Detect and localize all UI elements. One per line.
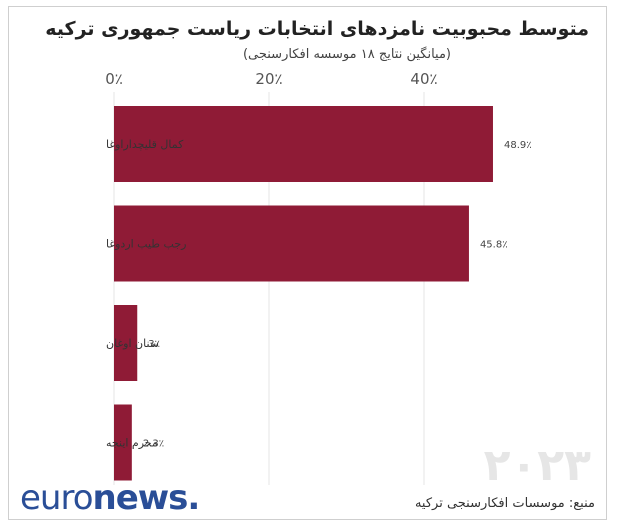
category-label: محرم اینجه: [106, 437, 158, 450]
category-label: رجب طیب اردوغا: [106, 238, 186, 251]
bar: [114, 404, 132, 481]
bar: [114, 305, 138, 381]
euronews-logo: euronews.: [20, 478, 200, 518]
value-label: 48.9٪: [504, 140, 532, 151]
category-label: کمال قلیچداراوغا: [106, 138, 184, 151]
logo-text-euro: euro: [20, 478, 93, 518]
chart-subtitle: (میانگین نتایج ۱۸ موسسه افکارسنجی): [242, 47, 451, 62]
value-label: 3٪: [148, 339, 160, 350]
x-tick-label: 40٪: [410, 70, 437, 88]
bar: [114, 106, 493, 182]
value-label: 45.8٪: [480, 240, 508, 251]
x-tick-label: 20٪: [255, 70, 282, 88]
category-label: سنان اوغان: [106, 337, 159, 350]
source-note: منبع: موسسات افکارسنجی ترکیه: [414, 496, 595, 511]
x-tick-label: 0٪: [105, 70, 123, 88]
logo-text-dot: .: [187, 478, 200, 518]
value-label: 2.3٪: [143, 439, 164, 450]
year-watermark: ۲۰۲۳: [483, 440, 591, 491]
bar: [114, 205, 469, 282]
chart-title: متوسط محبوبیت نامزدهای انتخابات ریاست جم…: [45, 18, 589, 40]
logo-text-news: news: [92, 478, 189, 518]
